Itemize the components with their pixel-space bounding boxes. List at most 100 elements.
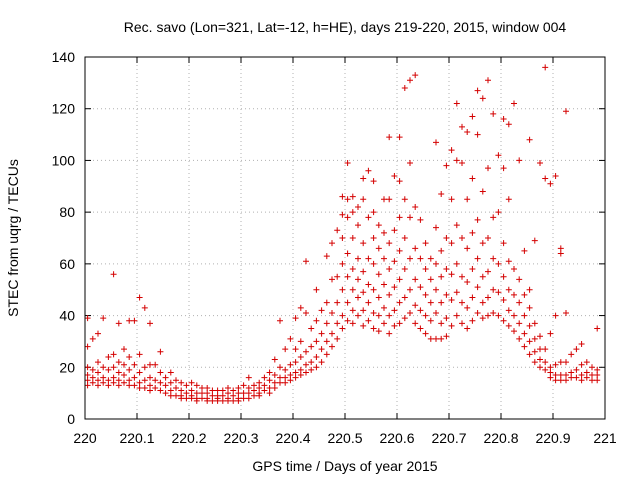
data-point [563,108,569,115]
data-point [453,222,460,229]
data-point [386,134,393,141]
data-point [230,387,237,394]
data-point [95,369,101,376]
data-point [381,281,387,288]
data-point [417,307,424,314]
data-point [188,395,195,402]
data-point [251,382,257,389]
data-point [422,266,429,273]
data-point [433,309,439,316]
data-point [521,330,528,337]
data-point [474,87,481,94]
data-point [500,273,507,280]
data-point [375,312,382,319]
data-point [427,335,434,342]
data-point [531,359,538,366]
data-point [370,209,377,216]
data-point [115,359,122,366]
data-point [136,294,143,301]
data-point [110,364,117,371]
data-point [131,374,138,381]
data-point [396,214,403,221]
data-point [474,216,481,223]
data-point [256,392,263,399]
data-point [537,364,543,371]
data-point [573,346,580,353]
data-point [126,317,133,324]
data-point [391,284,398,291]
data-point [438,191,445,198]
data-point [563,359,569,366]
data-point [230,392,237,399]
data-point [157,348,164,355]
data-point [152,361,159,368]
data-point [459,235,465,241]
y-tick-label: 60 [59,256,75,272]
data-point [349,193,356,200]
data-point [453,260,460,267]
data-point [147,361,153,368]
data-points [84,64,601,404]
data-point [469,113,476,120]
x-tick-label: 220.9 [535,430,570,446]
data-point [365,281,372,288]
data-point [589,364,595,371]
data-point [339,193,346,200]
data-point [323,253,330,260]
data-point [386,291,393,298]
data-point [401,196,408,203]
data-point [552,312,559,319]
data-point [292,369,299,376]
data-point [89,335,96,342]
data-point [339,312,346,319]
data-point [505,121,512,128]
data-point [349,320,356,327]
data-point [381,196,387,203]
y-tick-label: 80 [59,204,75,220]
data-point [349,266,356,273]
data-point [100,315,107,322]
data-point [110,351,117,358]
data-point [245,390,252,397]
data-point [433,286,439,293]
data-point [95,359,101,366]
data-point [360,268,367,275]
data-point [583,369,590,376]
data-point [355,276,361,283]
data-point [308,359,315,366]
data-point [505,258,512,265]
data-point [417,284,424,291]
x-tick-label: 220.7 [431,430,466,446]
data-point [126,353,133,360]
data-point [136,369,143,376]
data-point [511,328,517,335]
data-point [557,250,564,257]
data-point [271,384,278,391]
data-point [490,286,497,293]
data-point [245,384,252,391]
data-point [573,366,580,373]
data-point [396,320,403,327]
data-point [100,364,107,371]
data-point [427,276,434,283]
data-point [391,172,398,179]
data-point [490,110,497,117]
y-tick-label: 100 [52,152,76,168]
data-point [557,359,564,366]
data-point [407,255,413,262]
data-point [292,359,299,366]
data-point [219,392,226,399]
data-point [136,384,143,391]
data-point [162,374,169,381]
data-point [391,307,398,314]
data-point [396,276,403,283]
data-point [89,379,96,386]
x-tick-labels: 220 220.1 220.2 220.3 220.4 220.5 220.6 220.7 22… [73,430,617,446]
data-point [422,240,429,247]
data-point [121,361,127,368]
data-point [344,160,351,167]
data-point [407,160,413,167]
data-point [188,387,195,394]
data-point [511,100,517,107]
data-point [225,384,231,391]
